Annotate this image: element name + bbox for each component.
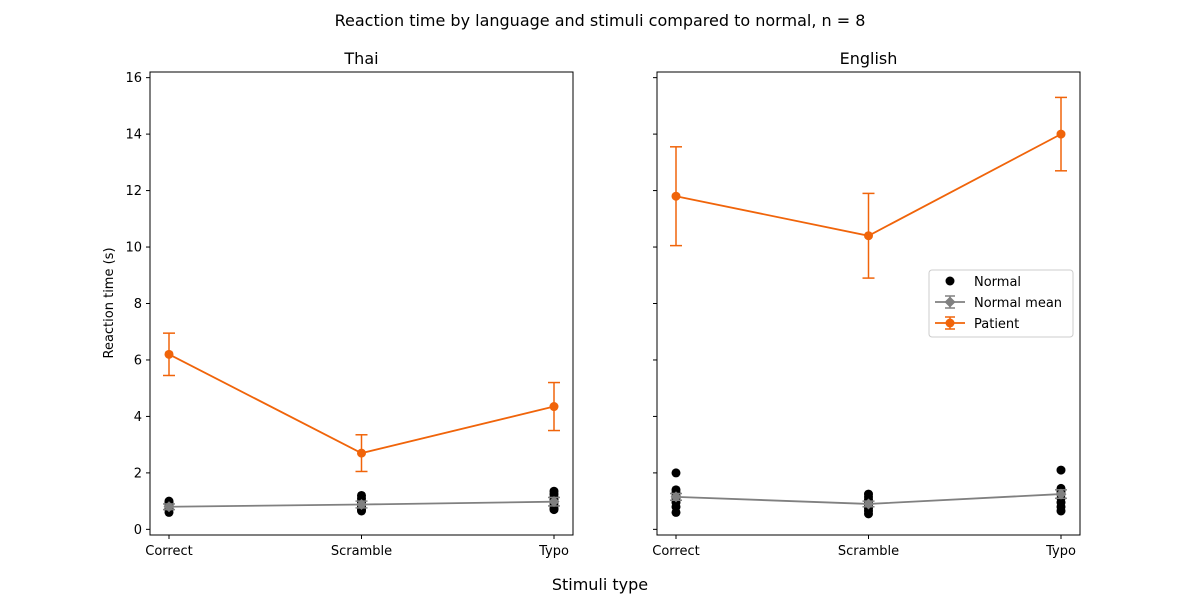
patient-point [671, 191, 681, 201]
legend-entry-patient: Patient [935, 316, 1019, 332]
y-tick-label: 4 [134, 410, 142, 425]
patient-point [357, 448, 366, 458]
normal-mean-point [548, 496, 560, 508]
legend-label: Patient [974, 317, 1019, 332]
legend-frame [928, 269, 1074, 338]
plot-area: 0 2 4 6 8 10 12 14 16 Correct Scramble Typo [125, 71, 574, 559]
panel-title: Thai [343, 49, 378, 68]
legend-marker-normal [945, 276, 955, 286]
patient-point [549, 402, 559, 412]
y-tick-label: 0 [134, 523, 142, 538]
normal-point [1056, 483, 1066, 493]
patient-point [1056, 129, 1066, 139]
y-tick-label: 10 [125, 241, 142, 256]
axes-frame [149, 71, 574, 536]
x-tick-label: Scramble [838, 544, 899, 559]
y-tick-label: 12 [125, 184, 142, 199]
y-tick-label: 2 [134, 466, 142, 481]
legend-marker-normal-mean [944, 296, 956, 308]
figure-suptitle: Reaction time by language and stimuli co… [335, 11, 866, 30]
normal-mean-point [1055, 488, 1067, 500]
normal-mean-point [356, 499, 367, 511]
legend: Normal Normal mean Patient [928, 269, 1074, 338]
x-tick-label: Typo [538, 544, 569, 559]
patient-point [164, 349, 174, 359]
x-tick-label: Correct [652, 544, 699, 559]
normal-point [357, 490, 366, 500]
patient-point [864, 231, 873, 241]
normal-mean-point [670, 491, 682, 503]
y-tick-label: 14 [125, 128, 142, 143]
y-tick-label: 16 [125, 71, 142, 86]
normal-point [1056, 465, 1066, 475]
legend-entry-normal-mean: Normal mean [935, 295, 1062, 311]
x-tick-label: Typo [1045, 544, 1076, 559]
y-tick-label: 8 [134, 297, 142, 312]
legend-entry-normal: Normal [945, 275, 1021, 290]
axes-frame [656, 71, 1081, 536]
normal-point [549, 486, 559, 496]
x-tick-label: Correct [145, 544, 192, 559]
legend-label: Normal mean [974, 296, 1062, 311]
plot-area: Correct Scramble Typo [652, 71, 1081, 559]
normal-point [671, 468, 681, 478]
normal-mean-point [163, 501, 175, 513]
normal-point [864, 489, 873, 499]
panel-thai: Thai Reaction time (s) 0 2 4 6 8 10 12 14 16 Corr… [102, 49, 574, 559]
normal-mean-point [863, 498, 874, 510]
panel-english: English Correct Scramble Typo [652, 49, 1081, 559]
y-tick-label: 6 [134, 353, 142, 368]
legend-label: Normal [974, 275, 1021, 290]
panel-title: English [840, 49, 898, 68]
figure-xlabel: Stimuli type [552, 575, 648, 594]
legend-marker-patient [945, 318, 955, 328]
y-axis-label: Reaction time (s) [102, 247, 117, 358]
x-tick-label: Scramble [331, 544, 392, 559]
normal-point [671, 485, 681, 495]
